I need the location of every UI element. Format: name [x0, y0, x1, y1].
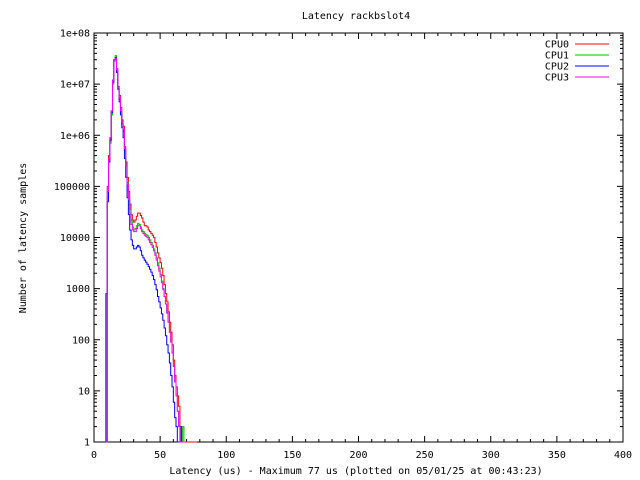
series-lines — [105, 55, 198, 443]
x-tick-label: 400 — [614, 450, 632, 461]
x-tick-label: 250 — [416, 450, 434, 461]
y-axis-label: Number of latency samples — [18, 163, 29, 314]
legend-label-cpu0: CPU0 — [545, 40, 569, 51]
y-tick-labels: 1 10 100 1000 10000 100000 1e+06 1e+07 1e+08 — [54, 29, 90, 449]
series-line-cpu3 — [105, 57, 186, 443]
y-tick-label: 1000 — [66, 284, 90, 295]
x-tick-label: 300 — [482, 450, 500, 461]
x-tick-label: 0 — [91, 450, 97, 461]
series-line-cpu2 — [105, 57, 184, 443]
y-tick-label: 1 — [84, 438, 90, 449]
series-line-cpu0 — [105, 57, 198, 443]
y-tick-label: 100 — [72, 335, 90, 346]
y-tick-label: 10 — [78, 386, 90, 397]
axis-ticks — [93, 32, 624, 443]
x-tick-label: 350 — [548, 450, 566, 461]
y-tick-label: 1e+08 — [60, 29, 90, 40]
x-tick-label: 150 — [283, 450, 301, 461]
y-tick-label: 1e+07 — [60, 80, 90, 91]
x-tick-label: 100 — [217, 450, 235, 461]
x-tick-label: 50 — [154, 450, 166, 461]
x-axis-label: Latency (us) - Maximum 77 us (plotted on… — [169, 466, 542, 477]
y-tick-label: 10000 — [60, 233, 90, 244]
legend-label-cpu3: CPU3 — [545, 73, 569, 84]
y-tick-label: 1e+06 — [60, 131, 90, 142]
plot-frame — [93, 32, 624, 443]
legend-label-cpu1: CPU1 — [545, 51, 569, 62]
x-tick-labels: 0 50 100 150 200 250 300 350 400 — [91, 450, 632, 461]
y-tick-label: 100000 — [54, 182, 90, 193]
chart-title: Latency rackbslot4 — [302, 11, 410, 22]
x-tick-label: 200 — [349, 450, 367, 461]
legend-label-cpu2: CPU2 — [545, 62, 569, 73]
series-line-cpu1 — [105, 55, 186, 443]
